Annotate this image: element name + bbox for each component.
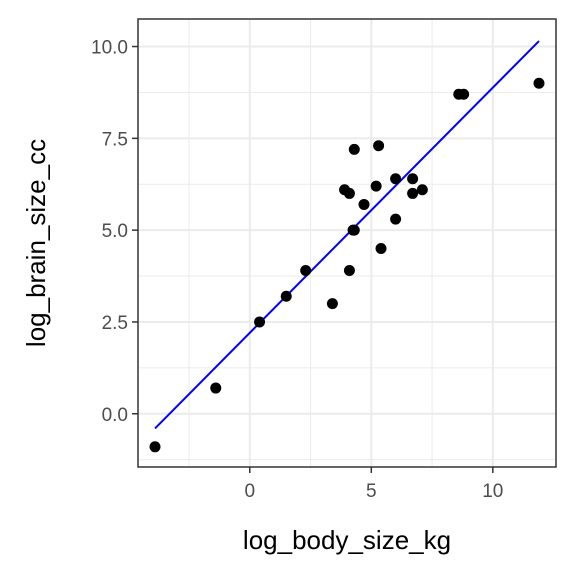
x-tick-labels: 0 5 10 [245, 481, 504, 502]
data-point [416, 184, 428, 196]
data-point [370, 180, 382, 192]
data-points [149, 77, 545, 453]
x-tick-label: 10 [482, 481, 503, 502]
data-point [458, 88, 470, 100]
x-tick-label: 5 [366, 481, 377, 502]
data-point [390, 213, 402, 225]
y-tick-label: 5.0 [102, 221, 128, 242]
data-point [280, 290, 292, 302]
y-tick-label: 2.5 [102, 313, 128, 334]
data-point [407, 173, 419, 185]
y-tick-label: 10.0 [91, 38, 128, 59]
data-point [210, 382, 222, 394]
y-tick-label: 0.0 [102, 405, 128, 426]
axis-ticks [132, 45, 494, 473]
data-point [343, 187, 355, 199]
y-tick-label: 7.5 [102, 129, 128, 150]
data-point [326, 298, 338, 310]
y-tick-labels: 0.0 2.5 5.0 7.5 10.0 [91, 38, 128, 426]
data-point [407, 187, 419, 199]
data-point [375, 243, 387, 255]
data-point [254, 316, 266, 328]
data-point [358, 198, 370, 210]
data-point [343, 265, 355, 277]
data-point [300, 265, 312, 277]
x-axis-title: log_body_size_kg [243, 525, 451, 555]
data-point [373, 140, 385, 152]
y-axis-title: log_brain_size_cc [21, 139, 51, 347]
panel-border [137, 18, 557, 468]
grid-lines [138, 19, 556, 467]
data-point [348, 143, 360, 155]
regression-line-group [154, 40, 540, 430]
data-point [390, 173, 402, 185]
data-point [533, 77, 545, 89]
data-point [149, 441, 161, 453]
data-point [348, 224, 360, 236]
regression-line [154, 40, 540, 430]
x-tick-label: 0 [245, 481, 256, 502]
